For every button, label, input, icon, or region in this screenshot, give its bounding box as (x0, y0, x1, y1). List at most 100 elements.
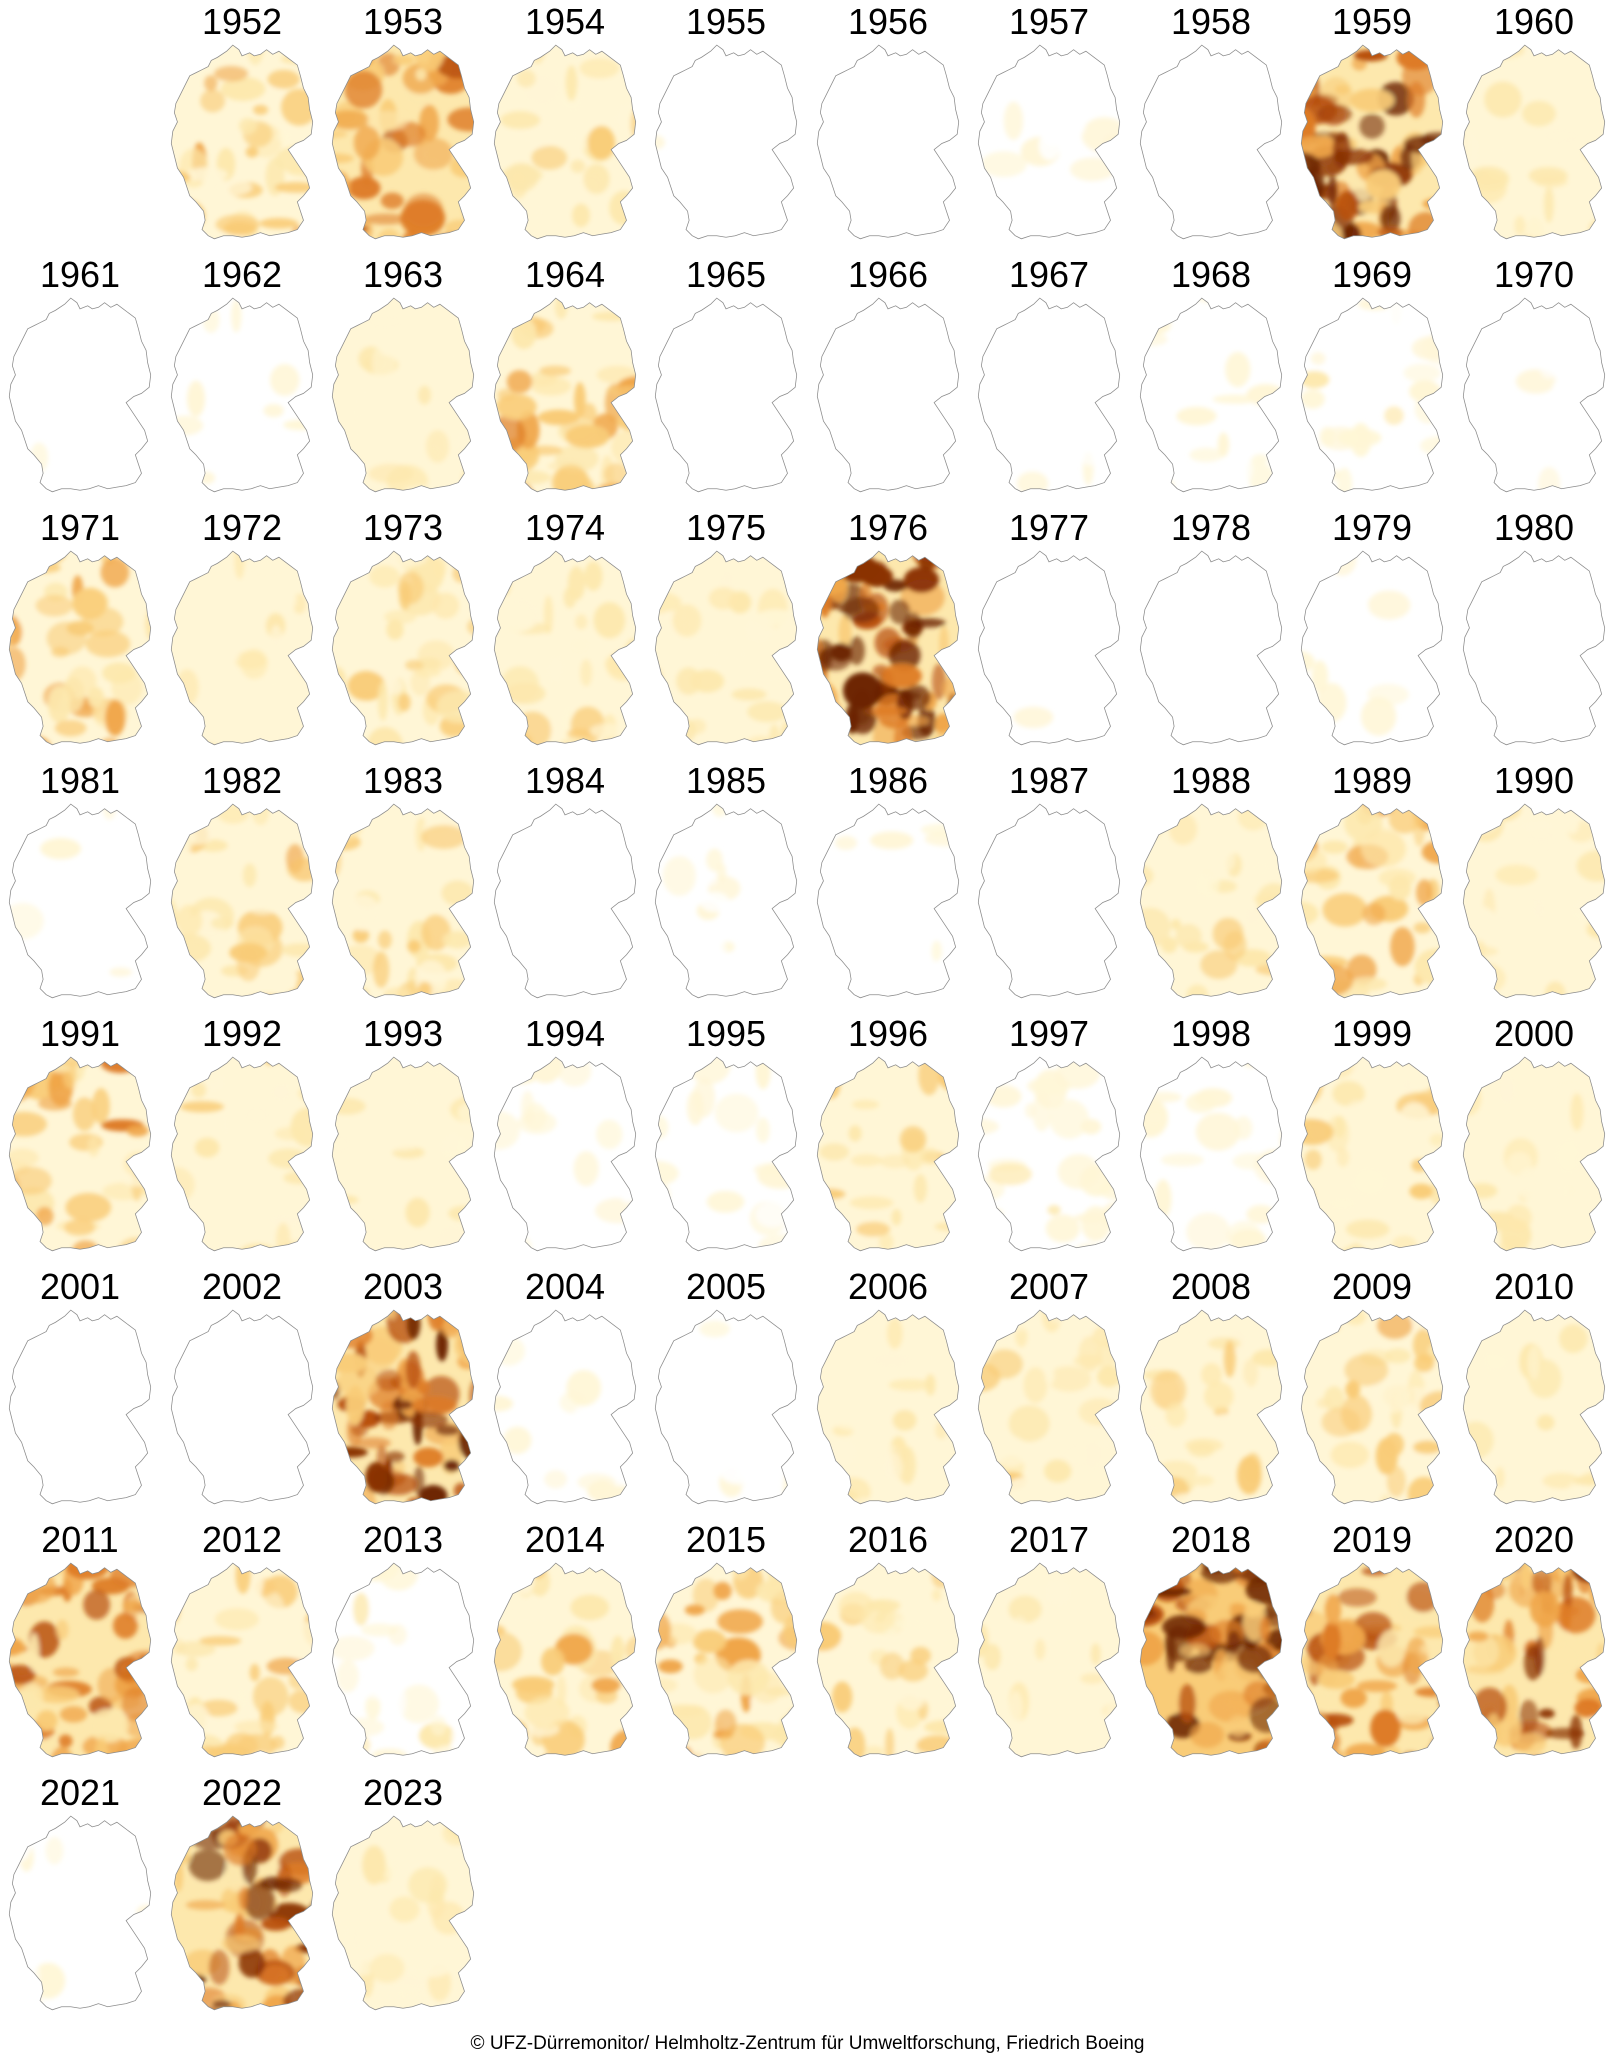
germany-drought-map (8, 297, 152, 493)
germany-drought-map (331, 44, 475, 240)
year-label: 1960 (1493, 1, 1575, 42)
germany-border (331, 297, 475, 493)
drought-intensity-field (171, 1057, 313, 1251)
drought-intensity-field (494, 804, 636, 998)
germany-border (816, 44, 960, 240)
year-map-1989: 1989 (1292, 759, 1452, 1012)
year-map-1969: 1969 (1292, 253, 1452, 506)
germany-border (170, 1056, 314, 1252)
year-map-2005: 2005 (646, 1265, 806, 1518)
year-map-1983: 1983 (323, 759, 483, 1012)
year-label: 1994 (524, 1013, 606, 1054)
drought-intensity-field (1301, 1310, 1443, 1504)
year-map-2009: 2009 (1292, 1265, 1452, 1518)
year-label: 1988 (1170, 760, 1252, 801)
germany-drought-map (654, 803, 798, 999)
germany-border (331, 1815, 475, 2011)
year-map-1996: 1996 (808, 1012, 968, 1265)
drought-intensity-field (332, 45, 474, 239)
year-label: 1985 (685, 760, 767, 801)
germany-drought-map (170, 1562, 314, 1758)
germany-border (977, 44, 1121, 240)
germany-border (816, 1056, 960, 1252)
year-map-1979: 1979 (1292, 506, 1452, 759)
year-label: 2007 (1008, 1266, 1090, 1307)
year-map-1986: 1986 (808, 759, 968, 1012)
germany-drought-map (1139, 803, 1283, 999)
year-map-1967: 1967 (969, 253, 1129, 506)
germany-drought-map (654, 44, 798, 240)
drought-intensity-field (1301, 298, 1443, 492)
year-map-1963: 1963 (323, 253, 483, 506)
germany-border (977, 297, 1121, 493)
year-label: 2011 (41, 1519, 119, 1560)
year-map-2003: 2003 (323, 1265, 483, 1518)
germany-border (493, 1309, 637, 1505)
germany-border (170, 1562, 314, 1758)
drought-intensity-field (1463, 298, 1605, 492)
year-map-1955: 1955 (646, 0, 806, 253)
year-label: 2019 (1331, 1519, 1413, 1560)
year-label: 1992 (201, 1013, 283, 1054)
drought-intensity-field (817, 1563, 959, 1757)
drought-intensity-field (494, 1310, 636, 1504)
germany-border (1462, 1309, 1606, 1505)
drought-intensity-field (332, 298, 474, 492)
germany-border (654, 803, 798, 999)
germany-drought-map (493, 1309, 637, 1505)
year-label: 1998 (1170, 1013, 1252, 1054)
germany-drought-map (1300, 297, 1444, 493)
drought-intensity-field (171, 1310, 313, 1504)
year-label: 1968 (1170, 254, 1252, 295)
drought-intensity-field (171, 804, 313, 998)
germany-drought-map (8, 550, 152, 746)
drought-intensity-field (332, 804, 474, 998)
year-label: 1958 (1170, 1, 1252, 42)
germany-drought-map (1462, 44, 1606, 240)
germany-border (1300, 297, 1444, 493)
drought-intensity-field (1463, 1310, 1605, 1504)
germany-drought-map (1462, 803, 1606, 999)
drought-intensity-field (9, 1816, 151, 2010)
germany-drought-map (493, 1562, 637, 1758)
year-label: 1967 (1008, 254, 1090, 295)
year-map-1990: 1990 (1454, 759, 1614, 1012)
germany-drought-map (816, 1056, 960, 1252)
year-map-1971: 1971 (0, 506, 160, 759)
year-label: 1962 (201, 254, 283, 295)
year-map-2013: 2013 (323, 1518, 483, 1771)
drought-intensity-field (171, 45, 313, 239)
year-map-2010: 2010 (1454, 1265, 1614, 1518)
year-map-1970: 1970 (1454, 253, 1614, 506)
year-label: 1965 (685, 254, 767, 295)
germany-border (654, 1309, 798, 1505)
year-label: 1953 (362, 1, 444, 42)
year-label: 1964 (524, 254, 606, 295)
germany-border (1300, 1056, 1444, 1252)
germany-drought-map (816, 1309, 960, 1505)
year-map-1956: 1956 (808, 0, 968, 253)
year-map-1952: 1952 (162, 0, 322, 253)
germany-drought-map (493, 803, 637, 999)
year-map-1994: 1994 (485, 1012, 645, 1265)
germany-drought-map (977, 1309, 1121, 1505)
germany-border (1139, 1309, 1283, 1505)
germany-drought-map (8, 1056, 152, 1252)
germany-drought-map (1300, 1056, 1444, 1252)
drought-intensity-field (494, 551, 636, 745)
year-label: 1970 (1493, 254, 1575, 295)
germany-drought-map (654, 550, 798, 746)
germany-drought-map (1300, 1562, 1444, 1758)
year-label: 2002 (201, 1266, 283, 1307)
drought-intensity-field (1140, 1310, 1282, 1504)
germany-border (1300, 44, 1444, 240)
germany-border (493, 803, 637, 999)
year-map-2017: 2017 (969, 1518, 1129, 1771)
year-label: 1993 (362, 1013, 444, 1054)
drought-intensity-field (655, 1563, 797, 1757)
year-map-1961: 1961 (0, 253, 160, 506)
drought-intensity-field (332, 551, 474, 745)
germany-border (1462, 803, 1606, 999)
year-label: 1987 (1008, 760, 1090, 801)
year-label: 1990 (1493, 760, 1575, 801)
